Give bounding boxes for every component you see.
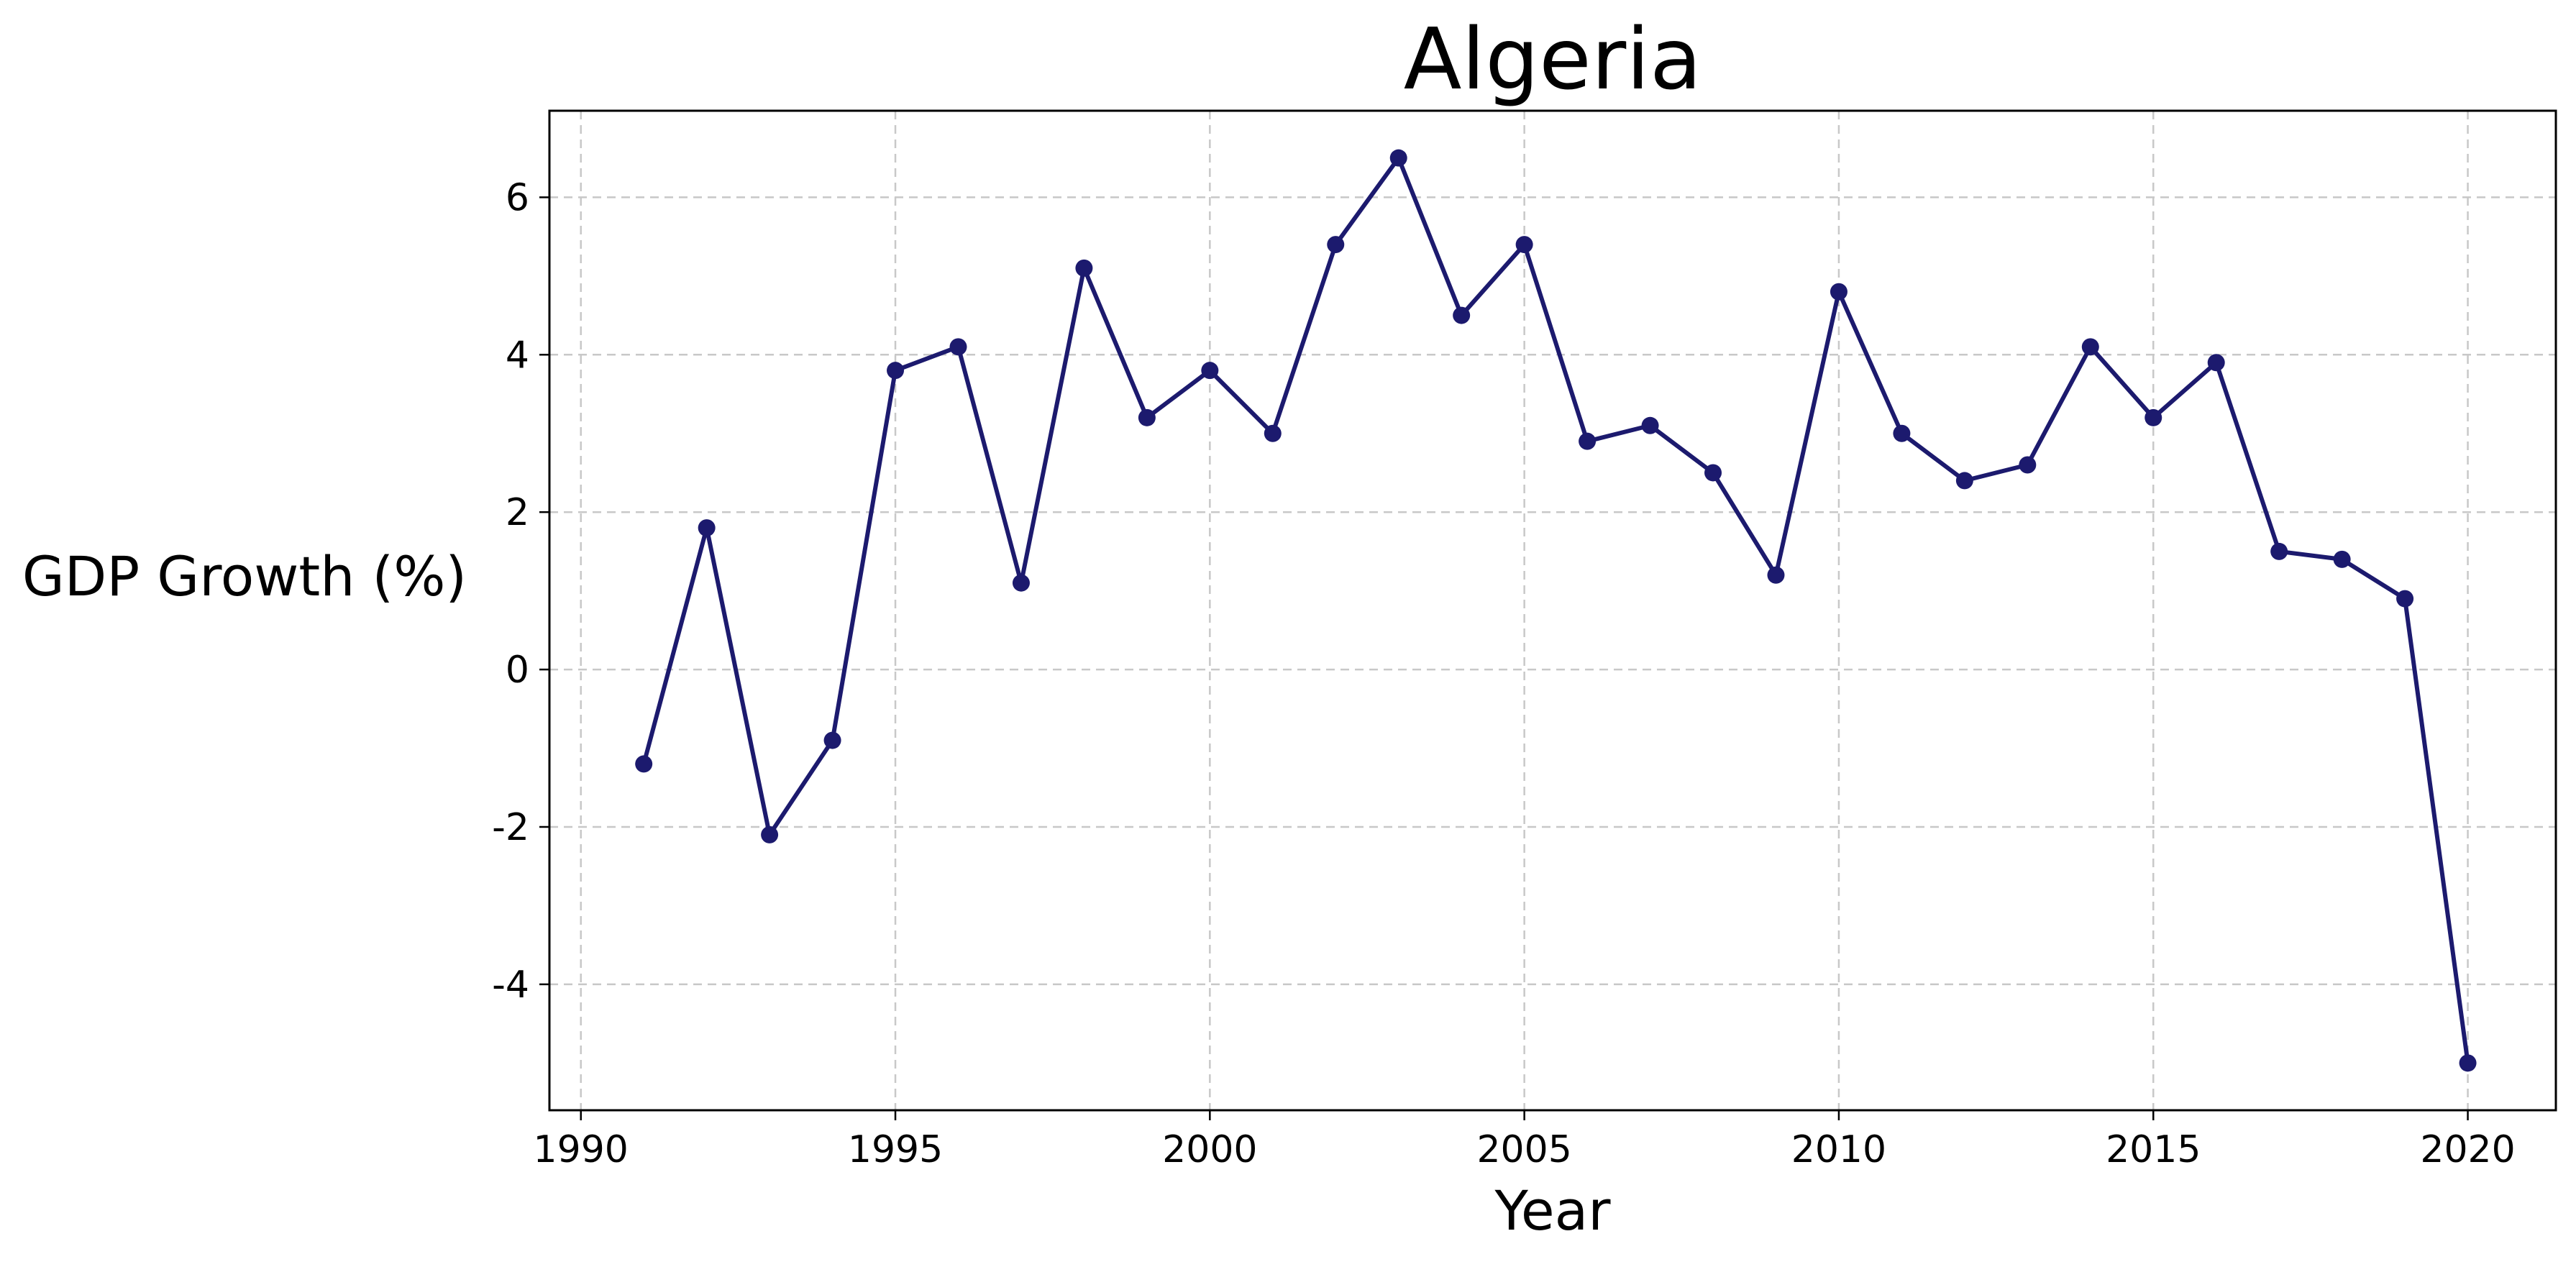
- data-point: [1453, 306, 1471, 324]
- data-point: [2333, 550, 2351, 568]
- x-tick-label: 1990: [534, 1128, 629, 1171]
- y-tick-label: 2: [506, 491, 529, 534]
- data-point: [1641, 416, 1659, 434]
- data-point: [761, 825, 779, 843]
- y-tick-label: -2: [492, 806, 529, 849]
- data-point: [1075, 259, 1093, 277]
- axis-ticks: 1990 1995 2000 2005 2010 2015 2020 -4 -2 0 2 4 6: [492, 176, 2516, 1171]
- data-point: [2019, 456, 2037, 474]
- y-tick-label: 6: [506, 176, 529, 219]
- x-tick-label: 2000: [1162, 1128, 1257, 1171]
- y-tick-label: -4: [492, 964, 529, 1007]
- data-point: [1830, 283, 1847, 301]
- data-point: [1767, 566, 1785, 584]
- y-tick-label: 0: [506, 649, 529, 692]
- data-point: [2145, 408, 2162, 426]
- data-point: [2270, 542, 2288, 560]
- x-tick-label: 1995: [848, 1128, 943, 1171]
- data-point: [1327, 236, 1345, 254]
- data-point: [887, 362, 905, 380]
- plot-frame: [548, 109, 2557, 1112]
- data-point: [2207, 354, 2225, 372]
- data-point: [949, 338, 967, 356]
- data-point: [1579, 432, 1597, 450]
- x-tick-label: 2005: [1476, 1128, 1571, 1171]
- data-point: [2459, 1054, 2477, 1072]
- x-axis-label: Year: [1494, 1179, 1612, 1243]
- data-point: [1264, 424, 1282, 442]
- data-point: [635, 755, 653, 773]
- data-point: [2396, 590, 2414, 608]
- data-point: [1138, 408, 1156, 426]
- data-point: [1704, 464, 1722, 482]
- data-point: [2081, 338, 2099, 356]
- x-tick-label: 2015: [2106, 1128, 2201, 1171]
- x-tick-label: 2020: [2420, 1128, 2515, 1171]
- x-tick-label: 2010: [1791, 1128, 1886, 1171]
- grid: [549, 111, 2556, 1110]
- series-line: [641, 155, 2470, 1064]
- data-point: [823, 731, 841, 749]
- data-point: [1515, 236, 1533, 254]
- series-group: [635, 149, 2477, 1072]
- y-axis-label: GDP Growth (%): [22, 544, 467, 608]
- chart-title: Algeria: [1404, 9, 1702, 109]
- data-point: [1201, 362, 1219, 380]
- data-point: [1893, 424, 1911, 442]
- data-point: [1389, 149, 1407, 167]
- data-point: [1955, 472, 1973, 490]
- y-tick-label: 4: [506, 334, 529, 377]
- data-point: [698, 519, 716, 537]
- data-point: [1012, 574, 1030, 592]
